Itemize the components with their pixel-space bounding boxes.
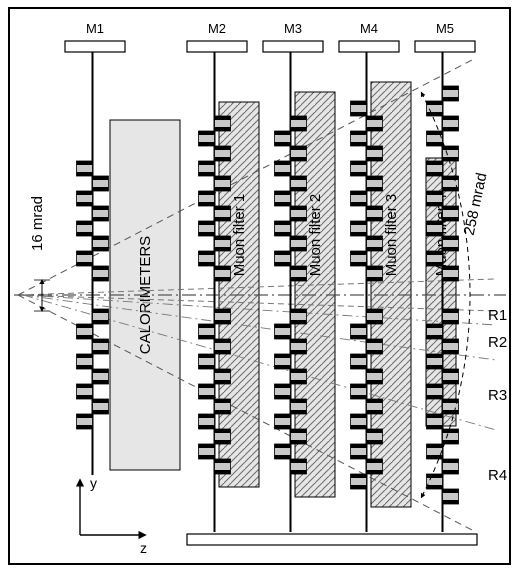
diagram-svg: CALORIMETERSMuon filter 1Muon filter 2Mu…	[0, 0, 520, 573]
station-label-1: M1	[86, 21, 104, 36]
top-bar-5	[415, 41, 475, 52]
label-258mrad: 258 mrad	[461, 171, 491, 237]
region-label-r3: R3	[488, 387, 507, 404]
region-label-r4: R4	[488, 467, 507, 484]
region-label-r1: R1	[488, 307, 507, 324]
top-bar-1	[65, 41, 125, 52]
region-label-r2: R2	[488, 334, 507, 351]
diagram-stage: CALORIMETERSMuon filter 1Muon filter 2Mu…	[0, 0, 520, 573]
station-label-5: M5	[436, 21, 454, 36]
station-label-3: M3	[284, 21, 302, 36]
axis-z-label: z	[140, 540, 147, 556]
station-label-2: M2	[208, 21, 226, 36]
muon-filter-1-label: Muon filter 1	[231, 194, 248, 277]
top-bar-2	[187, 41, 247, 52]
bottom-support-bar	[187, 534, 477, 545]
top-bar-4	[339, 41, 399, 52]
top-bar-3	[263, 41, 323, 52]
muon-filter-3-label: Muon filter 3	[383, 194, 400, 277]
label-16mrad: 16 mrad	[29, 196, 46, 251]
muon-filter-2-label: Muon filter 2	[307, 194, 324, 277]
station-label-4: M4	[360, 21, 378, 36]
axis-y-label: y	[90, 475, 97, 491]
